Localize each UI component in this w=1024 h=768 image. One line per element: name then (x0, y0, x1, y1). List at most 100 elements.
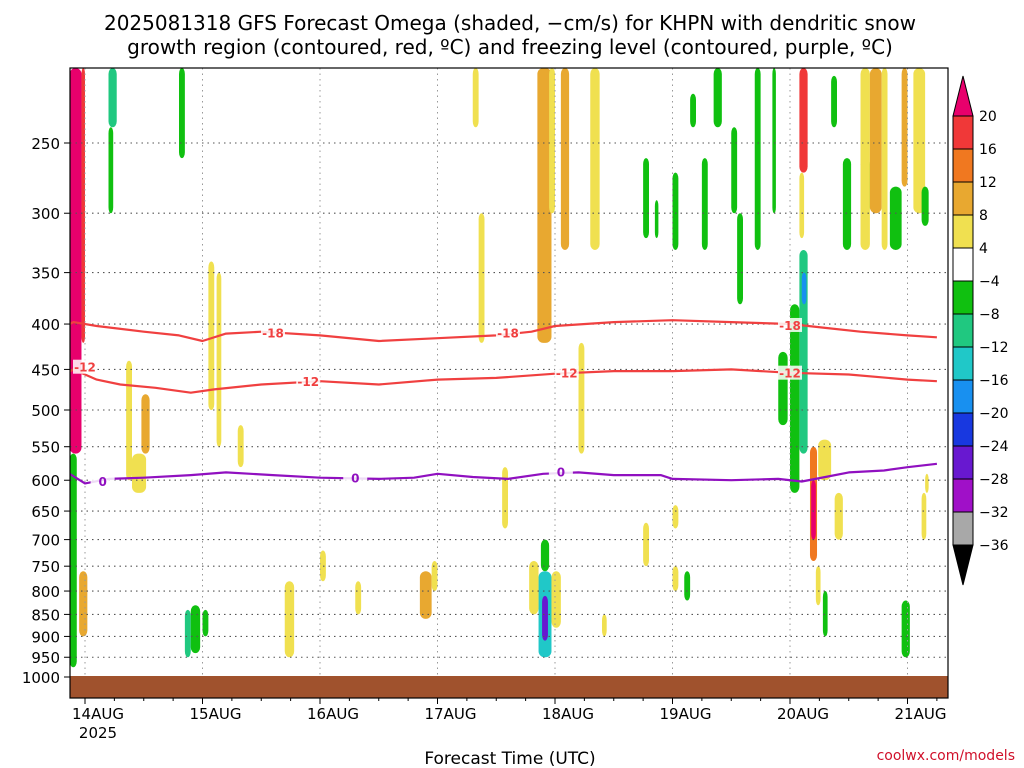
colorbar-bin (952, 379, 974, 414)
omega-shade-cell (502, 467, 508, 529)
contour-label: -12 (779, 367, 801, 381)
omega-shade-cell (790, 304, 800, 493)
y-tick-label: 850 (31, 606, 60, 624)
chart-title-line-1: 2025081318 GFS Forecast Omega (shaded, −… (104, 11, 916, 35)
y-axis: 250 300 350 400 450 500 550 600 650 700 750 800 850 9… (22, 135, 70, 687)
omega-shade-cell (179, 68, 185, 159)
x-axis-title: Forecast Time (UTC) (424, 749, 595, 768)
omega-shade-cell (881, 68, 888, 250)
omega-shade-cell (208, 261, 215, 410)
omega-shade-cell (602, 614, 607, 637)
omega-shade-cell (419, 571, 432, 619)
contour-label-bg (554, 365, 579, 380)
y-tick-label: 1000 (22, 669, 60, 687)
omega-shade-cell (869, 68, 882, 214)
colorbar: 20 16 12 8 4 −4 −8 −12 −16 −20 −24 −28 −32 −36 (952, 75, 1009, 586)
omega-shade-cell (654, 200, 659, 239)
x-tick-label: 15AUG (190, 705, 242, 723)
omega-shade-cell (62, 343, 70, 667)
omega-shade-cell (79, 571, 88, 637)
omega-shade-cell (901, 600, 910, 658)
y-tick-label: 350 (31, 265, 60, 283)
x-tick-label: 14AUG (72, 705, 124, 723)
x-tick-label: 21AUG (895, 705, 947, 723)
contour-label-bg (261, 325, 285, 340)
omega-shade-cell (822, 591, 828, 637)
colorbar-label: 8 (979, 208, 988, 224)
x-tick-label: 18AUG (542, 705, 594, 723)
omega-shade-cell (216, 272, 222, 447)
credit-link[interactable]: coolwx.com/models (877, 748, 1015, 764)
omega-shade-cell (70, 68, 82, 454)
y-tick-label: 800 (31, 583, 60, 601)
colorbar-label: −4 (979, 274, 1000, 290)
omega-shade-cell (431, 561, 438, 592)
omega-shade-cell (921, 492, 927, 540)
colorbar-bin (952, 346, 974, 381)
contour-label-bg (778, 365, 802, 380)
omega-shade-cell (672, 172, 679, 250)
contour-label-bg (73, 359, 97, 374)
colorbar-bin (952, 511, 974, 546)
colorbar-bin (952, 148, 974, 183)
omega-shade-cell (108, 127, 114, 214)
colorbar-bin (952, 181, 974, 216)
omega-shade-cell (799, 172, 805, 239)
omega-shade-cell (126, 360, 132, 481)
contour-label: 0 (557, 465, 565, 479)
y-tick-label: 900 (31, 628, 60, 646)
colorbar-label: −24 (979, 439, 1009, 455)
omega-shade-cell (889, 186, 902, 250)
omega-shade-cell (713, 68, 722, 128)
omega-shading-layer (62, 68, 929, 668)
omega-shade-cell (237, 425, 244, 468)
omega-shade-cell (284, 581, 295, 658)
y-tick-label: 250 (31, 135, 60, 153)
x-tick-label: 16AUG (307, 705, 359, 723)
omega-shade-cell (818, 439, 832, 481)
colorbar-label: −32 (979, 505, 1009, 521)
colorbar-label: 12 (979, 175, 997, 191)
x-axis-year-label: 2025 (79, 724, 117, 742)
colorbar-label: 4 (979, 241, 988, 257)
omega-shade-cell (549, 68, 555, 214)
contour-label: 0 (98, 475, 106, 489)
omega-shade-cell (132, 453, 147, 493)
colorbar-bin (952, 115, 974, 150)
y-tick-label: 750 (31, 558, 60, 576)
colorbar-over-arrow (952, 75, 974, 117)
omega-shade-cell (472, 68, 479, 128)
contour-label-bg (343, 470, 368, 485)
contour-label: -18 (497, 327, 519, 341)
y-tick-label: 550 (31, 439, 60, 457)
omega-shade-cell (643, 522, 649, 567)
omega-shade-cell (754, 68, 761, 250)
contour-line (70, 462, 938, 485)
colorbar-bin (952, 280, 974, 315)
y-tick-label: 450 (31, 361, 60, 379)
omega-shade-cell (478, 213, 485, 343)
omega-shade-cell (560, 68, 570, 250)
omega-shade-cell (815, 566, 821, 606)
colorbar-bin (952, 247, 974, 282)
omega-shade-cell (70, 453, 77, 668)
contour-label: -12 (74, 361, 96, 375)
colorbar-label: 16 (979, 142, 997, 158)
omega-shade-cell (529, 561, 539, 615)
contour-label: -18 (779, 319, 801, 333)
colorbar-label: 20 (979, 109, 997, 125)
contour-label-bg (496, 325, 520, 340)
omega-shade-cell (108, 68, 117, 128)
chart-title-line-2: growth region (contoured, red, ºC) and f… (127, 35, 893, 59)
omega-shade-cell (925, 473, 929, 493)
x-tick-label: 17AUG (425, 705, 477, 723)
x-axis: 14AUG 15AUG 16AUG 17AUG 18AUG 19AUG 20AUG 21AUG (72, 698, 946, 723)
omega-shade-cell (801, 272, 807, 305)
colorbar-label: −8 (979, 307, 1000, 323)
plot-frame (69, 67, 949, 699)
y-tick-label: 500 (31, 402, 60, 420)
omega-shade-cell (731, 127, 738, 214)
omega-shade-cell (860, 68, 870, 250)
omega-shade-cell (672, 505, 679, 529)
